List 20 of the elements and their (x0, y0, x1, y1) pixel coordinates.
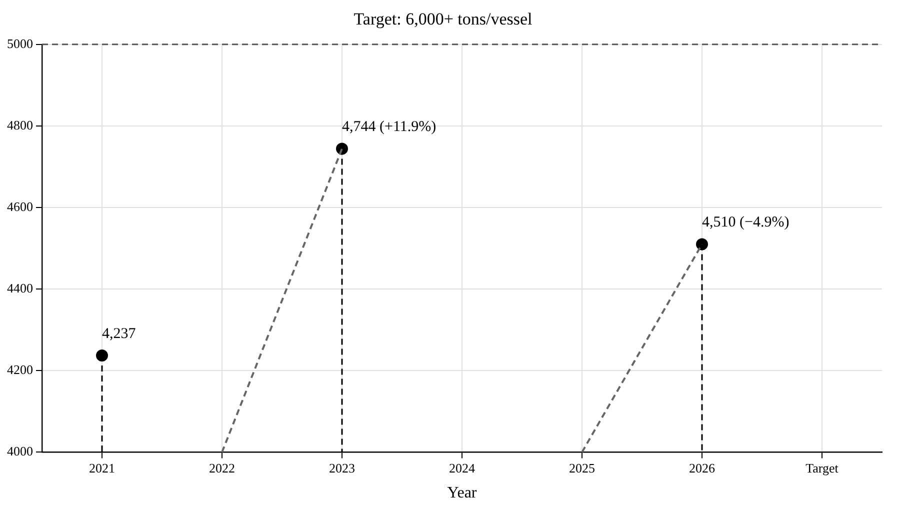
y-tick-label: 4200 (7, 362, 33, 378)
x-tick-label: 2026 (689, 460, 716, 476)
chart-title: Target: 6,000+ tons/vessel (354, 10, 533, 29)
x-axis-title: Year (447, 484, 478, 502)
x-tick-label: 2025 (569, 460, 595, 476)
x-tick-label: 2024 (449, 460, 476, 476)
y-tick-label: 4000 (7, 444, 33, 459)
y-tick-label: 5000 (7, 36, 33, 51)
x-tick-label: 2021 (89, 460, 115, 476)
point (696, 238, 708, 250)
data-label: 4,510 (−4.9%) (702, 214, 790, 231)
x-tick-label: 2023 (329, 460, 355, 476)
y-tick-label: 4800 (7, 117, 33, 132)
y-tick-label: 4600 (7, 198, 33, 214)
data-label: 4,744 (+11.9%) (342, 119, 436, 136)
point (96, 350, 108, 362)
x-tick-label: 2022 (209, 460, 235, 476)
x-tick-label: Target (806, 460, 839, 476)
data-label: 4,237 (102, 326, 136, 342)
y-tick-label: 4400 (7, 280, 33, 296)
